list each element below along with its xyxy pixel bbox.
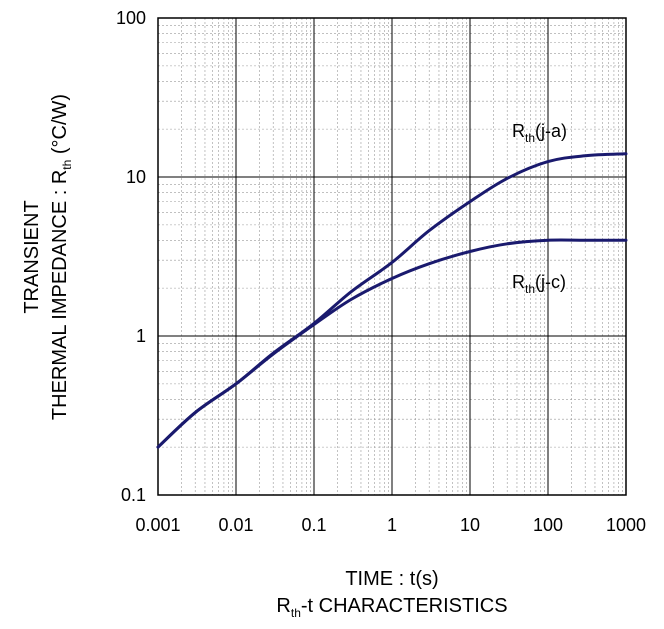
chart-caption: Rth-t CHARACTERISTICS xyxy=(276,595,507,620)
plot-frame xyxy=(157,17,627,496)
x-tick-label: 1 xyxy=(387,515,397,535)
series-layer xyxy=(156,152,628,449)
x-tick-label: 10 xyxy=(460,515,480,535)
x-tick-labels: 0.001 0.01 0.1 1 10 100 1000 xyxy=(135,515,646,535)
x-tick-label: 0.001 xyxy=(135,515,180,535)
y-tick-label: 10 xyxy=(126,167,146,187)
series-label-jc: Rth(j-c) xyxy=(512,272,566,296)
y-tick-label: 0.1 xyxy=(121,485,146,505)
y-axis-title-line1: TRANSIENT xyxy=(21,200,43,313)
major-grid xyxy=(158,18,626,495)
x-axis-title: TIME : t(s) xyxy=(345,568,438,590)
y-tick-label: 1 xyxy=(136,326,146,346)
y-tick-label: 100 xyxy=(116,8,146,28)
x-tick-label: 1000 xyxy=(606,515,646,535)
y-axis-title-line2: THERMAL IMPEDANCE : Rth (°C/W) xyxy=(49,94,74,420)
x-tick-label: 0.1 xyxy=(301,515,326,535)
y-tick-labels: 0.1 1 10 100 xyxy=(116,8,146,505)
x-tick-label: 100 xyxy=(533,515,563,535)
series-label-ja: Rth(j-a) xyxy=(512,121,567,145)
series-line-jc xyxy=(156,238,628,449)
x-tick-label: 0.01 xyxy=(218,515,253,535)
